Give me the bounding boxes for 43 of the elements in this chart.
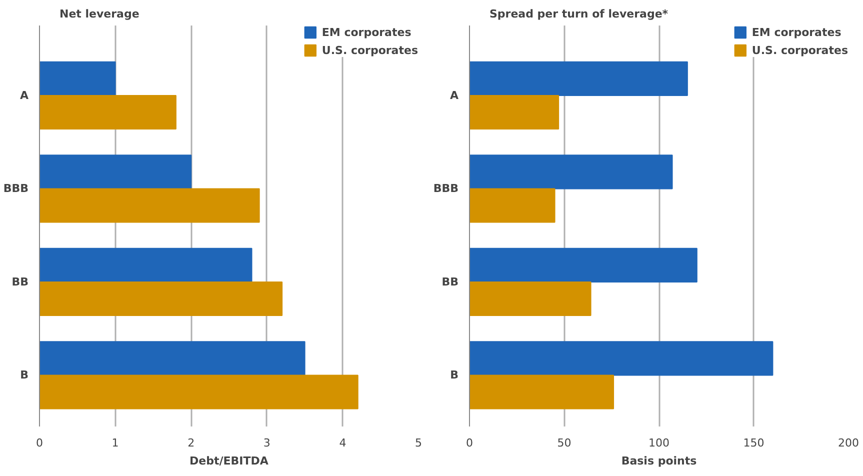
bar xyxy=(470,374,614,410)
bar xyxy=(40,374,358,410)
y-tick-label: A xyxy=(20,88,29,102)
bar xyxy=(40,94,176,130)
bar xyxy=(470,341,774,376)
legend-label: U.S. corporates xyxy=(752,44,848,56)
bar xyxy=(470,154,673,190)
x-tick-label: 1 xyxy=(112,436,119,450)
y-tick-label: B xyxy=(20,368,29,382)
y-tick-label: BB xyxy=(442,275,459,288)
bar xyxy=(40,61,116,96)
x-tick-label: 100 xyxy=(648,436,670,450)
y-tick-label: A xyxy=(450,88,459,102)
bar xyxy=(40,281,283,316)
chart-title: Net leverage xyxy=(60,8,140,20)
bar xyxy=(470,94,560,130)
legend-label: EM corporates xyxy=(322,26,412,38)
x-axis-title: Debt/EBITDA xyxy=(190,454,269,468)
x-tick-label: 0 xyxy=(36,436,43,450)
bar xyxy=(40,154,192,190)
x-tick-label: 2 xyxy=(188,436,195,450)
bar xyxy=(470,61,688,96)
x-tick-label: 5 xyxy=(415,436,422,450)
bar xyxy=(470,281,592,316)
bar xyxy=(40,188,260,223)
bar xyxy=(40,248,252,282)
y-tick-label: BBB xyxy=(433,182,459,196)
x-tick-label: 200 xyxy=(838,436,859,450)
x-tick-label: 0 xyxy=(466,436,473,450)
y-tick-label: BBB xyxy=(3,182,29,196)
legend-label: EM corporates xyxy=(752,26,842,38)
x-tick-label: 3 xyxy=(263,436,270,450)
legend-label: U.S. corporates xyxy=(322,44,418,56)
bar xyxy=(40,341,306,376)
x-tick-label: 4 xyxy=(339,436,346,450)
x-tick-label: 50 xyxy=(557,436,572,450)
chart-title: Spread per turn of leverage* xyxy=(490,8,668,20)
y-tick-label: BB xyxy=(12,275,29,288)
x-axis-title: Basis points xyxy=(621,454,698,468)
bar xyxy=(470,188,556,223)
bar xyxy=(470,248,698,282)
x-tick-label: 150 xyxy=(743,436,764,450)
y-tick-label: B xyxy=(450,368,459,382)
